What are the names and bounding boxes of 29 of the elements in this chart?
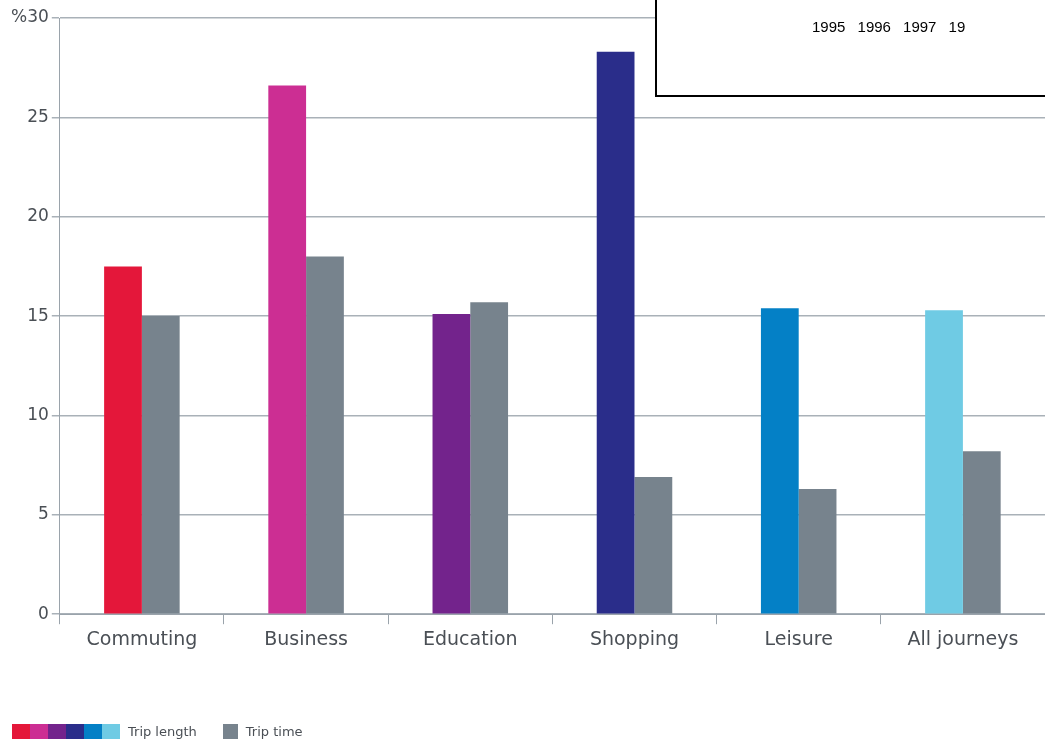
bar [104,266,142,614]
bar [141,316,180,614]
legend-label: Trip time [245,724,303,739]
bar [470,302,509,614]
bar [596,51,635,614]
bar [962,451,1001,614]
bar [760,308,799,614]
y-tick-label: 10 [27,403,49,424]
inset-box: 1995 1996 1997 19 [655,0,1045,97]
bar [634,477,673,614]
bar [925,310,963,614]
x-tick-label: All journeys [907,626,1019,649]
legend-label: Trip length [128,724,197,739]
bar [432,314,471,614]
bar [268,85,307,614]
y-tick-label: 15 [27,304,49,325]
y-tick-label: 5 [37,503,49,524]
y-tick-label: 20 [27,205,49,226]
x-tick-label: Leisure [764,626,833,649]
bar [306,256,344,614]
x-tick-label: Business [264,626,348,649]
y-tick-label: %30 [10,6,49,27]
y-tick-label: 0 [37,602,49,623]
annotation: 1995 1996 1997 19 [812,18,966,35]
bar [798,489,837,614]
x-tick-label: Shopping [589,626,680,649]
x-tick-label: Commuting [86,626,198,649]
x-tick-label: Education [422,626,518,649]
y-tick-label: 25 [27,105,49,126]
